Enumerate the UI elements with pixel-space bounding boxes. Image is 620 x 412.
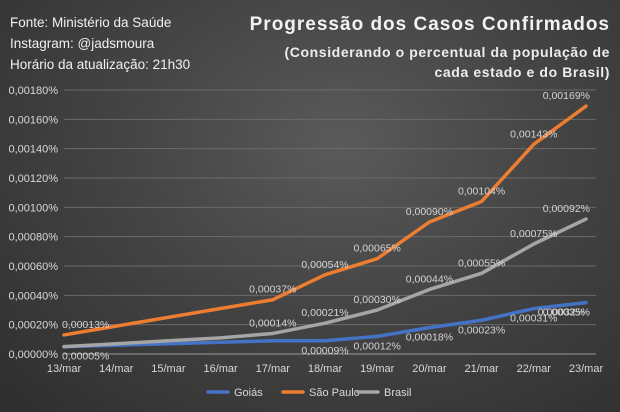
y-tick-label: 0,00060% <box>8 261 58 273</box>
series-line-2 <box>62 104 588 337</box>
x-tick-label: 16/mar <box>203 363 238 375</box>
y-tick-label: 0,00100% <box>8 202 58 214</box>
x-tick-label: 15/mar <box>151 363 186 375</box>
data-label: 0,00092% <box>543 203 590 215</box>
y-tick-label: 0,00160% <box>8 114 58 126</box>
y-tick-label: 0,00020% <box>8 320 58 332</box>
y-tick-label: 0,00040% <box>8 290 58 302</box>
y-tick-label: 0,00120% <box>8 173 58 185</box>
x-tick-label: 22/mar <box>517 363 552 375</box>
data-label: 0,00143% <box>510 128 557 140</box>
series-line-1 <box>62 300 588 349</box>
data-label: 0,00054% <box>301 259 348 271</box>
data-label: 0,00005% <box>62 351 109 363</box>
instagram-line: Instagram: @jadsmoura <box>10 36 155 51</box>
data-label: 0,00018% <box>406 332 453 344</box>
y-tick-label: 0,00180% <box>8 85 58 97</box>
x-tick-label: 21/mar <box>464 363 499 375</box>
y-tick-label: 0,00140% <box>8 144 58 156</box>
data-label: 0,00021% <box>301 307 348 319</box>
y-tick-label: 0,00080% <box>8 232 58 244</box>
data-label: 0,00014% <box>249 317 296 329</box>
x-tick-label: 18/mar <box>308 363 343 375</box>
legend-label: Brasil <box>384 387 412 399</box>
data-label: 0,00030% <box>354 294 401 306</box>
source-line: Fonte: Ministério da Saúde <box>10 15 172 30</box>
data-label: 0,00009% <box>301 345 348 357</box>
data-label: 0,00104% <box>458 185 505 197</box>
data-label: 0,00090% <box>406 206 453 218</box>
data-label: 0,00032% <box>538 307 585 319</box>
data-label: 0,00035% <box>543 307 590 319</box>
data-label: 0,00013% <box>62 319 109 331</box>
chart-subtitle: (Considerando o percentual da população … <box>284 44 610 80</box>
legend-label: São Paulo <box>309 387 360 399</box>
x-tick-label: 19/mar <box>360 363 395 375</box>
data-label: 0,00055% <box>458 257 505 269</box>
y-tick-label: 0,00000% <box>8 349 58 361</box>
data-label: 0,00075% <box>510 228 557 240</box>
data-label: 0,00023% <box>458 324 505 336</box>
data-label: 0,00012% <box>354 340 401 352</box>
chart-title: Progressão dos Casos Confirmados <box>249 14 610 35</box>
data-label: 0,00031% <box>510 313 557 325</box>
data-label: 0,00065% <box>354 243 401 255</box>
data-label: 0,00037% <box>249 284 296 296</box>
x-tick-label: 23/mar <box>569 363 604 375</box>
x-tick-label: 17/mar <box>256 363 291 375</box>
update-line: Horário da atualização: 21h30 <box>10 57 191 72</box>
series-line-3 <box>62 217 588 349</box>
x-tick-label: 14/mar <box>99 363 134 375</box>
x-tick-label: 13/mar <box>47 363 82 375</box>
data-label: 0,00044% <box>406 273 453 285</box>
data-label: 0,00169% <box>543 90 590 102</box>
x-tick-label: 20/mar <box>412 363 447 375</box>
source-info: Fonte: Ministério da Saúde Instagram: @j… <box>10 12 190 75</box>
legend-label: Goiás <box>234 387 263 399</box>
title-block: Progressão dos Casos Confirmados (Consid… <box>250 14 610 82</box>
